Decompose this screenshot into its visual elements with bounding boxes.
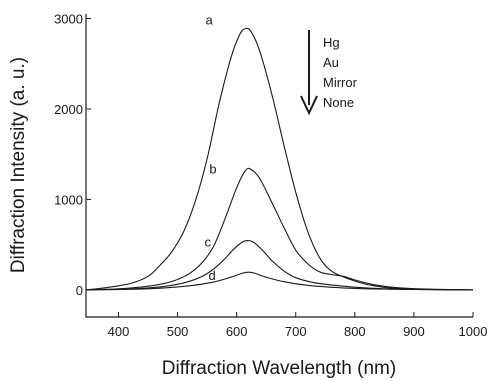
plot-frame: [85, 14, 473, 318]
series-line-d: [85, 271, 474, 291]
x-tick-label: 800: [344, 324, 366, 339]
x-tick-label: 900: [403, 324, 425, 339]
legend-entry-mirror: Mirror: [323, 75, 358, 90]
series-label-c: c: [204, 235, 211, 250]
series-group: a b c d: [85, 12, 474, 291]
y-tick-label: 1000: [54, 192, 83, 207]
legend: Hg Au Mirror None: [300, 30, 358, 116]
y-tick-label: 0: [76, 283, 83, 298]
y-tick-label: 2000: [54, 102, 83, 117]
legend-entry-hg: Hg: [323, 35, 340, 50]
y-tick-label: 3000: [54, 12, 83, 27]
x-tick-label: 600: [226, 324, 248, 339]
series-line-a: [85, 27, 474, 291]
x-axis-title: Diffraction Wavelength (nm): [162, 358, 396, 379]
series-line-b: [85, 167, 474, 291]
x-tick-label: 1000: [459, 324, 488, 339]
legend-entry-none: None: [323, 95, 354, 110]
y-axis-title: Diffraction Intensity (a. u.): [8, 57, 29, 273]
series-label-d: d: [208, 268, 215, 283]
legend-entry-au: Au: [323, 55, 339, 70]
series-label-a: a: [206, 12, 214, 27]
x-tick-label: 400: [108, 324, 130, 339]
legend-arrow-head: [300, 95, 318, 116]
series-label-b: b: [209, 162, 216, 177]
y-axis: 0 1000 2000 3000: [54, 12, 91, 298]
series-line-c: [85, 239, 474, 291]
x-tick-label: 500: [167, 324, 189, 339]
x-axis: 400 500 600 700 800 900 1000: [108, 312, 488, 339]
x-tick-label: 700: [285, 324, 307, 339]
